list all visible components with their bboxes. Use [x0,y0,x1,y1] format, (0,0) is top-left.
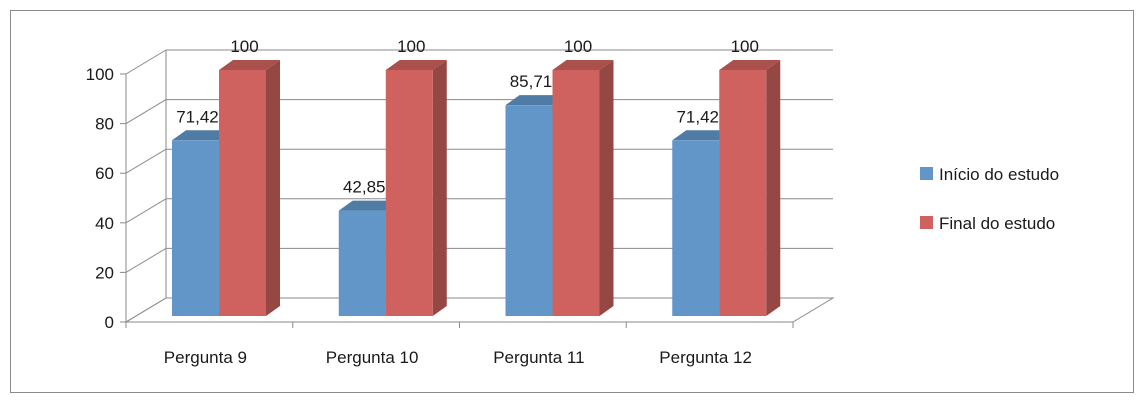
data-labels: 71,42 100 42,85 100 85,71 100 71,42 100 [176,37,759,197]
data-label: 71,42 [676,107,719,126]
data-label: 85,71 [510,72,553,91]
bar-top [172,130,233,141]
side-gridline [125,247,167,273]
y-tick-label: 100 [86,65,114,84]
side-gridline [125,99,167,125]
bars [172,60,781,316]
x-tick-label: Pergunta 12 [659,348,752,367]
bar-side [432,60,447,316]
data-label: 100 [564,37,592,56]
legend-label: Final do estudo [939,214,1055,233]
bar-side [766,60,781,316]
x-tick-label: Pergunta 9 [164,348,247,367]
data-label: 100 [731,37,759,56]
data-label: 100 [230,37,258,56]
legend-swatch [920,167,933,180]
y-tick-label: 40 [95,214,114,233]
y-tick-label: 20 [95,263,114,282]
bar-top [338,200,400,211]
y-axis-ticks: 0 20 40 60 80 100 [86,65,126,332]
y-tick-label: 60 [95,164,114,183]
y-tick-label: 80 [95,115,114,134]
data-label: 71,42 [176,107,219,126]
legend: Início do estudo Final do estudo [920,165,1059,233]
bar-top [505,95,567,106]
bar-top [219,60,280,70]
side-gridline [125,49,167,75]
legend-label: Início do estudo [939,165,1059,184]
x-tick-label: Pergunta 10 [326,348,419,367]
bar-top [385,60,447,70]
side-gridline [125,297,167,323]
bar [338,210,386,316]
bar [719,70,767,316]
bar-top [672,130,734,141]
bar [172,140,219,316]
bar [552,70,600,316]
legend-swatch [920,216,933,229]
data-label: 42,85 [343,178,386,197]
bar-top [719,60,781,70]
x-axis-ticks: Pergunta 9 Pergunta 10 Pergunta 11 Pergunta… [125,322,794,367]
bar [385,70,433,316]
y-tick-label: 0 [105,313,114,332]
bar-side [266,60,280,316]
bar-side [599,60,614,316]
bar [505,105,553,316]
side-gridline [125,148,167,174]
data-label: 100 [397,37,425,56]
x-tick-label: Pergunta 11 [493,348,584,367]
side-gridline [125,198,167,224]
bar [672,140,720,316]
bar [219,70,266,316]
bar-top [552,60,614,70]
